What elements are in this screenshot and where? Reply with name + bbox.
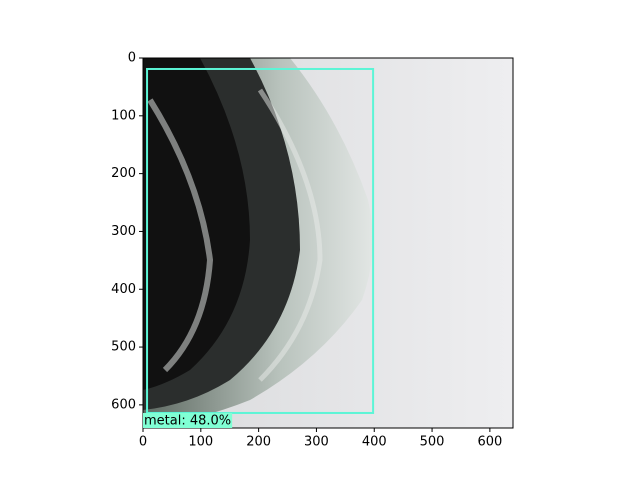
x-tick-label: 100 [188, 435, 213, 450]
x-tick-label: 300 [304, 435, 329, 450]
y-tick-label: 600 [111, 397, 136, 412]
y-tick-label: 300 [111, 224, 136, 239]
x-tick-label: 200 [246, 435, 271, 450]
bounding-box [146, 67, 375, 414]
box-label: metal: 48.0% [144, 413, 231, 428]
y-tick-label: 500 [111, 340, 136, 355]
y-tick-label: 0 [128, 51, 136, 66]
x-tick-label: 400 [362, 435, 387, 450]
y-tick-label: 200 [111, 166, 136, 181]
x-tick-label: 0 [139, 435, 147, 450]
y-tick-label: 100 [111, 108, 136, 123]
x-tick-label: 600 [477, 435, 502, 450]
y-tick-label: 400 [111, 282, 136, 297]
axes-frame [142, 57, 514, 429]
box-label-background [143, 412, 233, 428]
photo [143, 58, 513, 428]
x-tick-label: 500 [420, 435, 445, 450]
